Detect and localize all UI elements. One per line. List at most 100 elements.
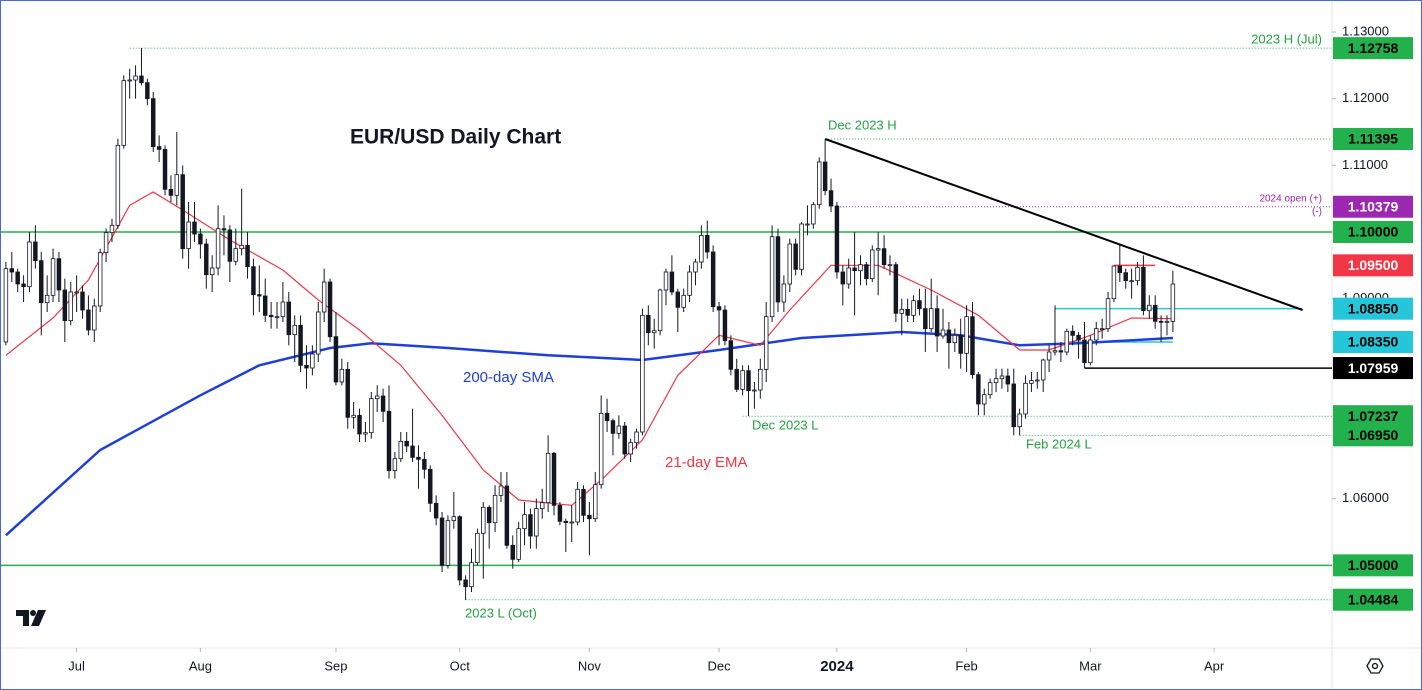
candle-body xyxy=(982,394,987,405)
candle-body xyxy=(321,281,327,313)
x-tick-label: Feb xyxy=(955,658,977,673)
candle-body xyxy=(952,334,958,344)
candle-body xyxy=(817,161,822,206)
candle-body xyxy=(1123,272,1128,282)
candle-body xyxy=(174,174,180,196)
candle-body xyxy=(498,485,504,496)
annotation: 2023 H (Jul) xyxy=(1251,31,1322,46)
candle-body xyxy=(280,301,286,318)
candle-body xyxy=(946,329,952,344)
candle-body xyxy=(433,502,439,519)
candle-body xyxy=(380,395,386,412)
candle-body xyxy=(80,291,85,311)
candle-body xyxy=(251,266,256,296)
candle-body xyxy=(127,79,132,82)
candle-body xyxy=(763,316,769,370)
candle-body xyxy=(133,75,138,81)
level-label: 1.11395 xyxy=(1348,131,1398,147)
level-label: 1.10000 xyxy=(1348,224,1399,240)
candle-body xyxy=(669,271,675,293)
x-tick-label: Sep xyxy=(324,658,347,673)
candle-body xyxy=(728,340,734,370)
candle-body xyxy=(693,261,698,273)
x-tick-label: Jul xyxy=(68,658,85,673)
candle-body xyxy=(710,251,716,308)
candle-body xyxy=(386,410,392,472)
candle-body xyxy=(274,316,280,319)
candle-body xyxy=(528,514,533,537)
candle-body xyxy=(575,488,580,523)
level-label: 1.06950 xyxy=(1348,427,1399,443)
candle-body xyxy=(1035,379,1040,382)
candle-body xyxy=(1158,320,1164,323)
candle-body xyxy=(486,506,492,524)
candle-body xyxy=(351,414,356,418)
candle-body xyxy=(787,243,792,285)
candle-body xyxy=(416,456,421,460)
candle-body xyxy=(398,440,404,460)
candle-body xyxy=(775,236,781,303)
annotation: (-) xyxy=(1312,207,1322,218)
annotation: Dec 2023 H xyxy=(828,117,897,132)
candle-body xyxy=(239,244,244,250)
candle-body xyxy=(551,452,557,506)
candle-body xyxy=(1152,304,1158,322)
candle-body xyxy=(404,440,409,447)
candle-body xyxy=(569,521,574,524)
candle-body xyxy=(805,223,810,226)
candle-body xyxy=(139,75,144,84)
candle-body xyxy=(534,508,539,537)
level-label: 1.08350 xyxy=(1348,334,1399,350)
candle-body xyxy=(899,308,904,314)
candle-body xyxy=(204,243,209,276)
candle-body xyxy=(1088,339,1093,364)
candle-body xyxy=(598,412,604,486)
annotation: 2024 open (+) xyxy=(1259,194,1322,205)
x-tick-label: Aug xyxy=(189,658,212,673)
candle-body xyxy=(681,294,686,308)
candle-body xyxy=(286,301,292,336)
candle-body xyxy=(604,412,610,422)
candle-body xyxy=(970,316,975,376)
level-label: 1.05000 xyxy=(1348,557,1399,573)
candle-body xyxy=(1058,350,1064,353)
candle-body xyxy=(640,314,645,433)
candle-body xyxy=(852,267,857,272)
annotation: Dec 2023 L xyxy=(752,417,819,432)
candle-body xyxy=(9,268,15,273)
candle-body xyxy=(56,258,62,291)
candle-body xyxy=(192,221,197,235)
candle-body xyxy=(1040,359,1046,381)
candle-body xyxy=(811,204,816,225)
candle-body xyxy=(33,241,38,262)
candle-body xyxy=(881,248,887,266)
candle-body xyxy=(3,268,9,343)
candle-body xyxy=(227,229,233,262)
candle-body xyxy=(634,431,639,444)
candle-body xyxy=(934,308,940,337)
candle-body xyxy=(186,221,191,250)
candle-body xyxy=(587,514,592,520)
candle-body xyxy=(156,146,162,150)
settings-icon[interactable] xyxy=(1366,658,1384,674)
candle-body xyxy=(593,484,598,520)
candle-body xyxy=(339,368,345,383)
level-box xyxy=(1333,221,1413,243)
candle-body xyxy=(858,264,863,272)
candle-body xyxy=(822,161,828,192)
candle-body xyxy=(864,264,869,280)
candle-body xyxy=(987,382,993,396)
candle-body xyxy=(516,528,521,560)
candle-body xyxy=(422,458,427,470)
candle-body xyxy=(363,432,368,435)
level-box xyxy=(1333,37,1413,60)
candle-body xyxy=(74,291,79,294)
candle-body xyxy=(103,232,109,254)
candle-body xyxy=(145,82,150,100)
candle-body xyxy=(923,308,928,330)
candle-body xyxy=(345,368,350,418)
candle-body xyxy=(62,289,68,322)
candle-body xyxy=(622,425,627,455)
